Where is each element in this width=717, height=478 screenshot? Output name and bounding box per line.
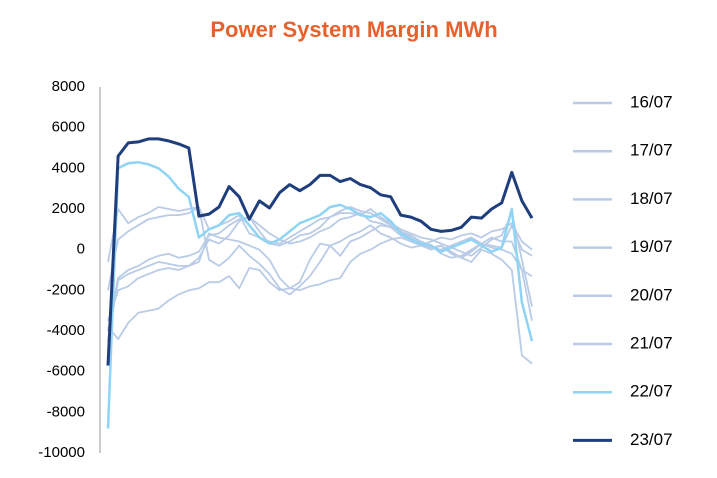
series-line <box>106 160 534 429</box>
legend-label: 21/07 <box>630 333 673 352</box>
series-line <box>107 208 533 332</box>
y-tick-label: 4000 <box>52 159 85 176</box>
y-tick-label: -8000 <box>47 403 85 420</box>
y-tick-label: 6000 <box>52 119 85 136</box>
y-tick-label: 8000 <box>52 78 85 95</box>
series-line <box>107 224 533 365</box>
series-line <box>107 232 533 322</box>
y-tick-label: -2000 <box>47 281 85 298</box>
y-tick-label: -10000 <box>38 444 85 461</box>
y-tick-label: 0 <box>77 241 85 258</box>
series-line <box>107 212 533 342</box>
series-line <box>106 137 534 366</box>
series-line <box>107 206 533 291</box>
legend-label: 16/07 <box>630 92 673 111</box>
y-tick-label: 2000 <box>52 200 85 217</box>
legend-label: 23/07 <box>630 430 673 449</box>
series-line <box>107 206 533 296</box>
y-tick-label: -6000 <box>47 363 85 380</box>
legend-label: 19/07 <box>630 237 673 256</box>
legend-label: 17/07 <box>630 141 673 160</box>
chart-title: Power System Margin MWh <box>210 17 497 42</box>
legend-label: 18/07 <box>630 189 673 208</box>
legend-label: 22/07 <box>630 382 673 401</box>
legend-label: 20/07 <box>630 285 673 304</box>
y-tick-label: -4000 <box>47 322 85 339</box>
